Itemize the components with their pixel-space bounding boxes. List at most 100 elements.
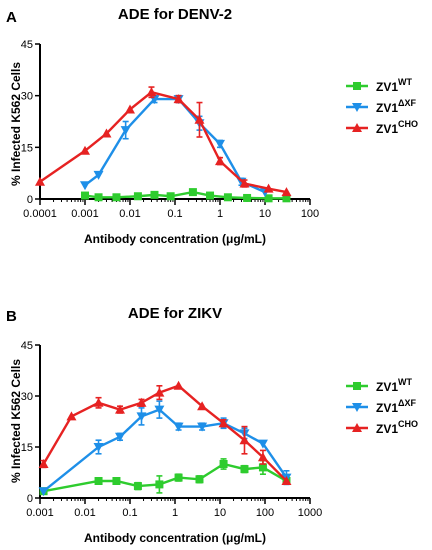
panel-b-legend-label: ZV1ΔXF [376,398,416,415]
panel-a-data-point [133,192,142,201]
panel-a-data-point [223,193,232,202]
panel-b-x-tick-label: 0.1 [122,507,137,519]
panel-b-data-point [195,475,204,484]
panel-b-data-point [38,459,49,468]
panel-a-series-2 [35,86,292,197]
panel-b-data-point [154,405,165,415]
panel-a-legend-label: ZV1CHO [376,119,418,136]
panel-a-data-point [35,176,45,186]
panel-a-data-point [215,139,225,149]
panel-b-data-point [115,404,126,414]
panel-a-x-tick-label: 0.001 [71,208,99,220]
panel-b-legend-marker [353,382,361,390]
panel-b-x-tick-label: 10 [214,507,226,519]
panel-a-data-point [150,190,159,199]
panel-a-legend-label: ZV1ΔXF [376,98,416,115]
panel-b-data-point [136,412,147,422]
panel-a-data-point [188,188,197,197]
panel-a-data-point [263,183,274,193]
panel-a-x-tick-label: 1 [217,208,223,220]
panel-b-legend-superscript: ΔXF [398,398,416,408]
panel-a-legend-name: ZV1 [376,80,398,94]
panel-b-series-line [42,384,288,482]
panel-a-data-point [80,145,90,155]
panel-b-series-1 [38,400,292,497]
panel-b-data-point [239,435,250,445]
panel-a-data-point [264,194,273,203]
panel-b-data-point [93,397,104,407]
panel-a-data-point [81,191,89,200]
panel-b-data-point [257,439,268,449]
panel-b-x-tick-label: 1000 [298,507,322,519]
panel-b-data-point [94,477,103,485]
panel-b-data-point [173,380,184,390]
panel-b-data-point [133,482,142,491]
panel-a-series-0 [81,188,291,203]
panel-b-letter: B [6,308,17,325]
panel-a-data-point [146,87,157,97]
panel-b-ylabel: % Infected K562 Cells [9,359,23,483]
panel-a-legend-superscript: CHO [398,119,418,129]
panel-b-data-point [197,422,208,432]
panel-a-data-point [94,193,103,202]
panel-b-data-point [66,411,77,421]
panel-a-x-tick-label: 10 [259,208,271,220]
panel-b-data-point [115,432,126,442]
panel-a-data-point [125,104,135,114]
panel-a-legend-name: ZV1 [376,122,398,136]
panel-b-y-tick-label: 0 [27,493,33,505]
panel-b-y-tick-label: 30 [21,391,33,403]
panel-a-data-point [112,193,121,202]
panel-a-data-point [93,170,104,180]
panel-b-legend-label: ZV1CHO [376,419,418,436]
panel-a-y-tick-label: 30 [21,91,33,103]
panel-b-data-point [112,477,121,485]
panel-a-data-point [173,94,184,104]
panel-a-data-point [243,193,252,202]
panel-a-data-point [281,187,292,197]
panel-b-data-point [136,397,147,407]
panel-a-xlabel: Antibody concentration (μg/mL) [84,232,266,246]
panel-b-data-point [258,463,267,472]
panel-b-data-point [173,422,184,432]
panel-a-data-point [282,194,291,203]
panel-b-data-point [257,452,268,462]
panel-a-data-point [166,192,175,201]
panel-a-data-point [194,114,205,124]
panel-b-data-point [154,387,165,397]
panel-a-plot: 0 15 30 45 0.0001 0.001 0.01 0.1 1 10 100 [21,39,319,220]
panel-b-legend-superscript: WT [398,377,412,387]
panel-b-y-tick-label: 45 [21,340,33,352]
panel-b-legend-marker [352,403,362,412]
panel-a-legend-label: ZV1WT [376,77,413,94]
panel-b-legend-name: ZV1 [376,401,398,415]
panel-b-plot: 0 15 30 45 0.001 0.01 0.1 1 10 100 1000 [21,340,322,519]
panel-b-legend-marker [352,423,362,432]
panel-a-legend-superscript: WT [398,77,412,87]
panel-b-legend-name: ZV1 [376,422,398,436]
panel-a-legend-marker [352,103,362,112]
panel-a-y-tick-label: 0 [27,194,33,206]
panel-b-y-tick-label: 15 [21,442,33,454]
panel-b-series-2 [38,380,292,485]
panel-a-data-point [120,126,131,136]
panel-b-data-point [218,418,229,428]
panel-a-y-tick-label: 45 [21,39,33,51]
panel-a-y-tick-label: 15 [21,142,33,154]
panel-a-data-point [80,181,90,191]
panel-b-title: ADE for ZIKV [128,305,222,322]
panel-b-x-tick-label: 100 [256,507,274,519]
panel-b-data-point [281,476,292,485]
panel-a-legend-marker [352,123,362,132]
panel-b-legend-superscript: CHO [398,419,418,429]
panel-b-x-tick-label: 0.01 [74,507,95,519]
panel-a-x-tick-label: 0.01 [119,208,140,220]
panel-a-data-point [215,156,225,166]
panel-a-data-point [239,178,250,188]
panel-a-legend-marker [353,82,361,90]
panel-b-series-line [42,408,288,493]
panel-b-legend-label: ZV1WT [376,377,413,394]
panel-b-x-tick-label: 1 [172,507,178,519]
